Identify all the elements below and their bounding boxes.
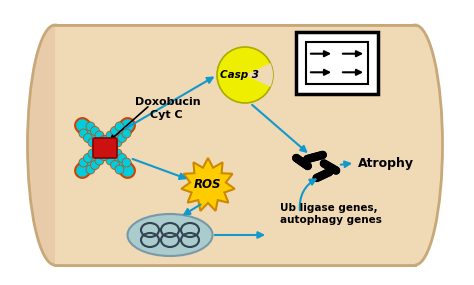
- Circle shape: [109, 144, 118, 153]
- Circle shape: [217, 47, 273, 103]
- Circle shape: [79, 158, 88, 167]
- Circle shape: [101, 152, 110, 160]
- Circle shape: [109, 142, 118, 152]
- Bar: [296, 32, 378, 94]
- Circle shape: [83, 154, 92, 162]
- Circle shape: [97, 140, 106, 149]
- Circle shape: [95, 131, 104, 140]
- Circle shape: [92, 144, 101, 153]
- Circle shape: [113, 149, 122, 158]
- Circle shape: [97, 147, 106, 156]
- Circle shape: [104, 140, 113, 149]
- Circle shape: [110, 127, 119, 135]
- Text: Doxobucin: Doxobucin: [135, 97, 201, 107]
- Circle shape: [79, 129, 88, 138]
- Circle shape: [118, 154, 127, 162]
- Circle shape: [101, 135, 110, 144]
- Circle shape: [118, 133, 127, 142]
- Text: Atrophy: Atrophy: [358, 156, 414, 170]
- Ellipse shape: [128, 214, 212, 256]
- Circle shape: [100, 135, 109, 144]
- Circle shape: [91, 127, 100, 135]
- Text: Cyt C: Cyt C: [150, 110, 182, 120]
- Circle shape: [115, 122, 124, 131]
- Ellipse shape: [27, 25, 82, 265]
- Circle shape: [86, 165, 95, 174]
- Circle shape: [110, 160, 119, 170]
- Circle shape: [106, 156, 115, 165]
- Circle shape: [122, 158, 131, 167]
- Circle shape: [88, 138, 97, 147]
- Bar: [55, 26, 415, 265]
- Text: Casp 3: Casp 3: [220, 70, 259, 80]
- FancyBboxPatch shape: [93, 138, 117, 158]
- Circle shape: [91, 160, 100, 170]
- Text: Ub ligase genes,
autophagy genes: Ub ligase genes, autophagy genes: [280, 203, 382, 225]
- Ellipse shape: [388, 25, 443, 265]
- Circle shape: [95, 156, 104, 165]
- Circle shape: [83, 133, 92, 142]
- Circle shape: [106, 131, 115, 140]
- Circle shape: [92, 142, 101, 152]
- Circle shape: [100, 152, 109, 160]
- Circle shape: [122, 129, 131, 138]
- Bar: [55, 25, 415, 265]
- Circle shape: [88, 149, 97, 158]
- Circle shape: [104, 147, 113, 156]
- Text: ROS: ROS: [194, 178, 222, 192]
- Circle shape: [86, 122, 95, 131]
- Bar: [306, 42, 368, 84]
- Polygon shape: [181, 158, 235, 211]
- Circle shape: [115, 165, 124, 174]
- Circle shape: [113, 138, 122, 147]
- Wedge shape: [245, 63, 273, 87]
